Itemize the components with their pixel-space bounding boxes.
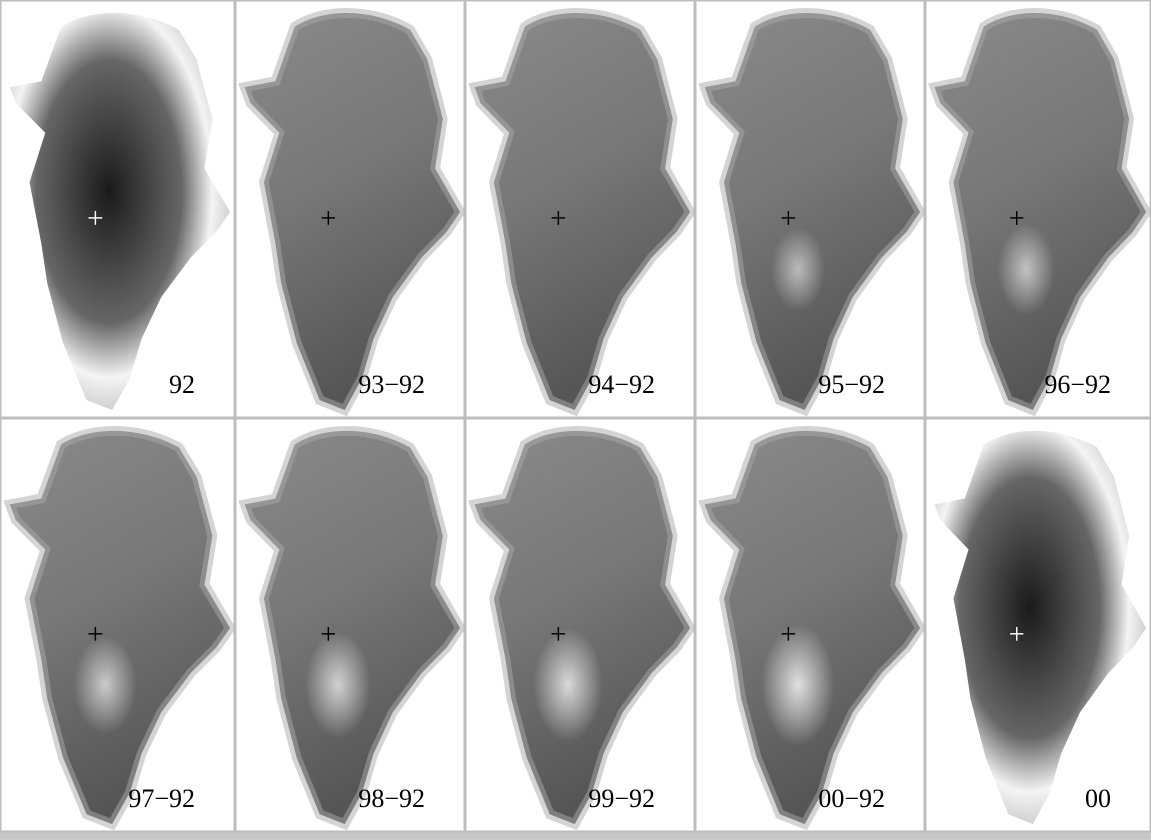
panel-label: 98−92 — [358, 784, 425, 813]
panel: 99−92 — [466, 419, 695, 832]
melt-spot — [305, 632, 370, 738]
panel-label: 93−92 — [358, 370, 425, 399]
panel: 97−92 — [1, 419, 235, 832]
melt-spot — [771, 228, 825, 311]
melt-spot — [533, 628, 602, 742]
melt-spot — [761, 624, 834, 746]
melt-spot — [74, 636, 137, 734]
panel: 93−92 — [236, 1, 465, 418]
bottom-bar — [0, 832, 1151, 840]
panel: 94−92 — [466, 1, 695, 418]
panel-label: 97−92 — [128, 784, 195, 813]
panel: 96−92 — [926, 1, 1151, 418]
figure: 92 93−92 94−92 95−92 96−92 97−92 98−92 99−92 00−… — [0, 0, 1151, 840]
panel: 98−92 — [236, 419, 465, 832]
melt-spot — [998, 224, 1055, 315]
panel-label: 00 — [1085, 784, 1111, 813]
panel: 00 — [926, 419, 1151, 832]
panel-label: 99−92 — [588, 784, 655, 813]
panel-label: 94−92 — [588, 370, 655, 399]
panel-label: 96−92 — [1044, 370, 1111, 399]
panel-label: 95−92 — [818, 370, 885, 399]
panel: 95−92 — [696, 1, 925, 418]
panel: 00−92 — [696, 419, 925, 832]
panel-label: 00−92 — [818, 784, 885, 813]
panel: 92 — [1, 1, 235, 418]
panel-grid: 92 93−92 94−92 95−92 96−92 97−92 98−92 99−92 00−… — [1, 1, 1151, 832]
panel-label: 92 — [169, 370, 195, 399]
